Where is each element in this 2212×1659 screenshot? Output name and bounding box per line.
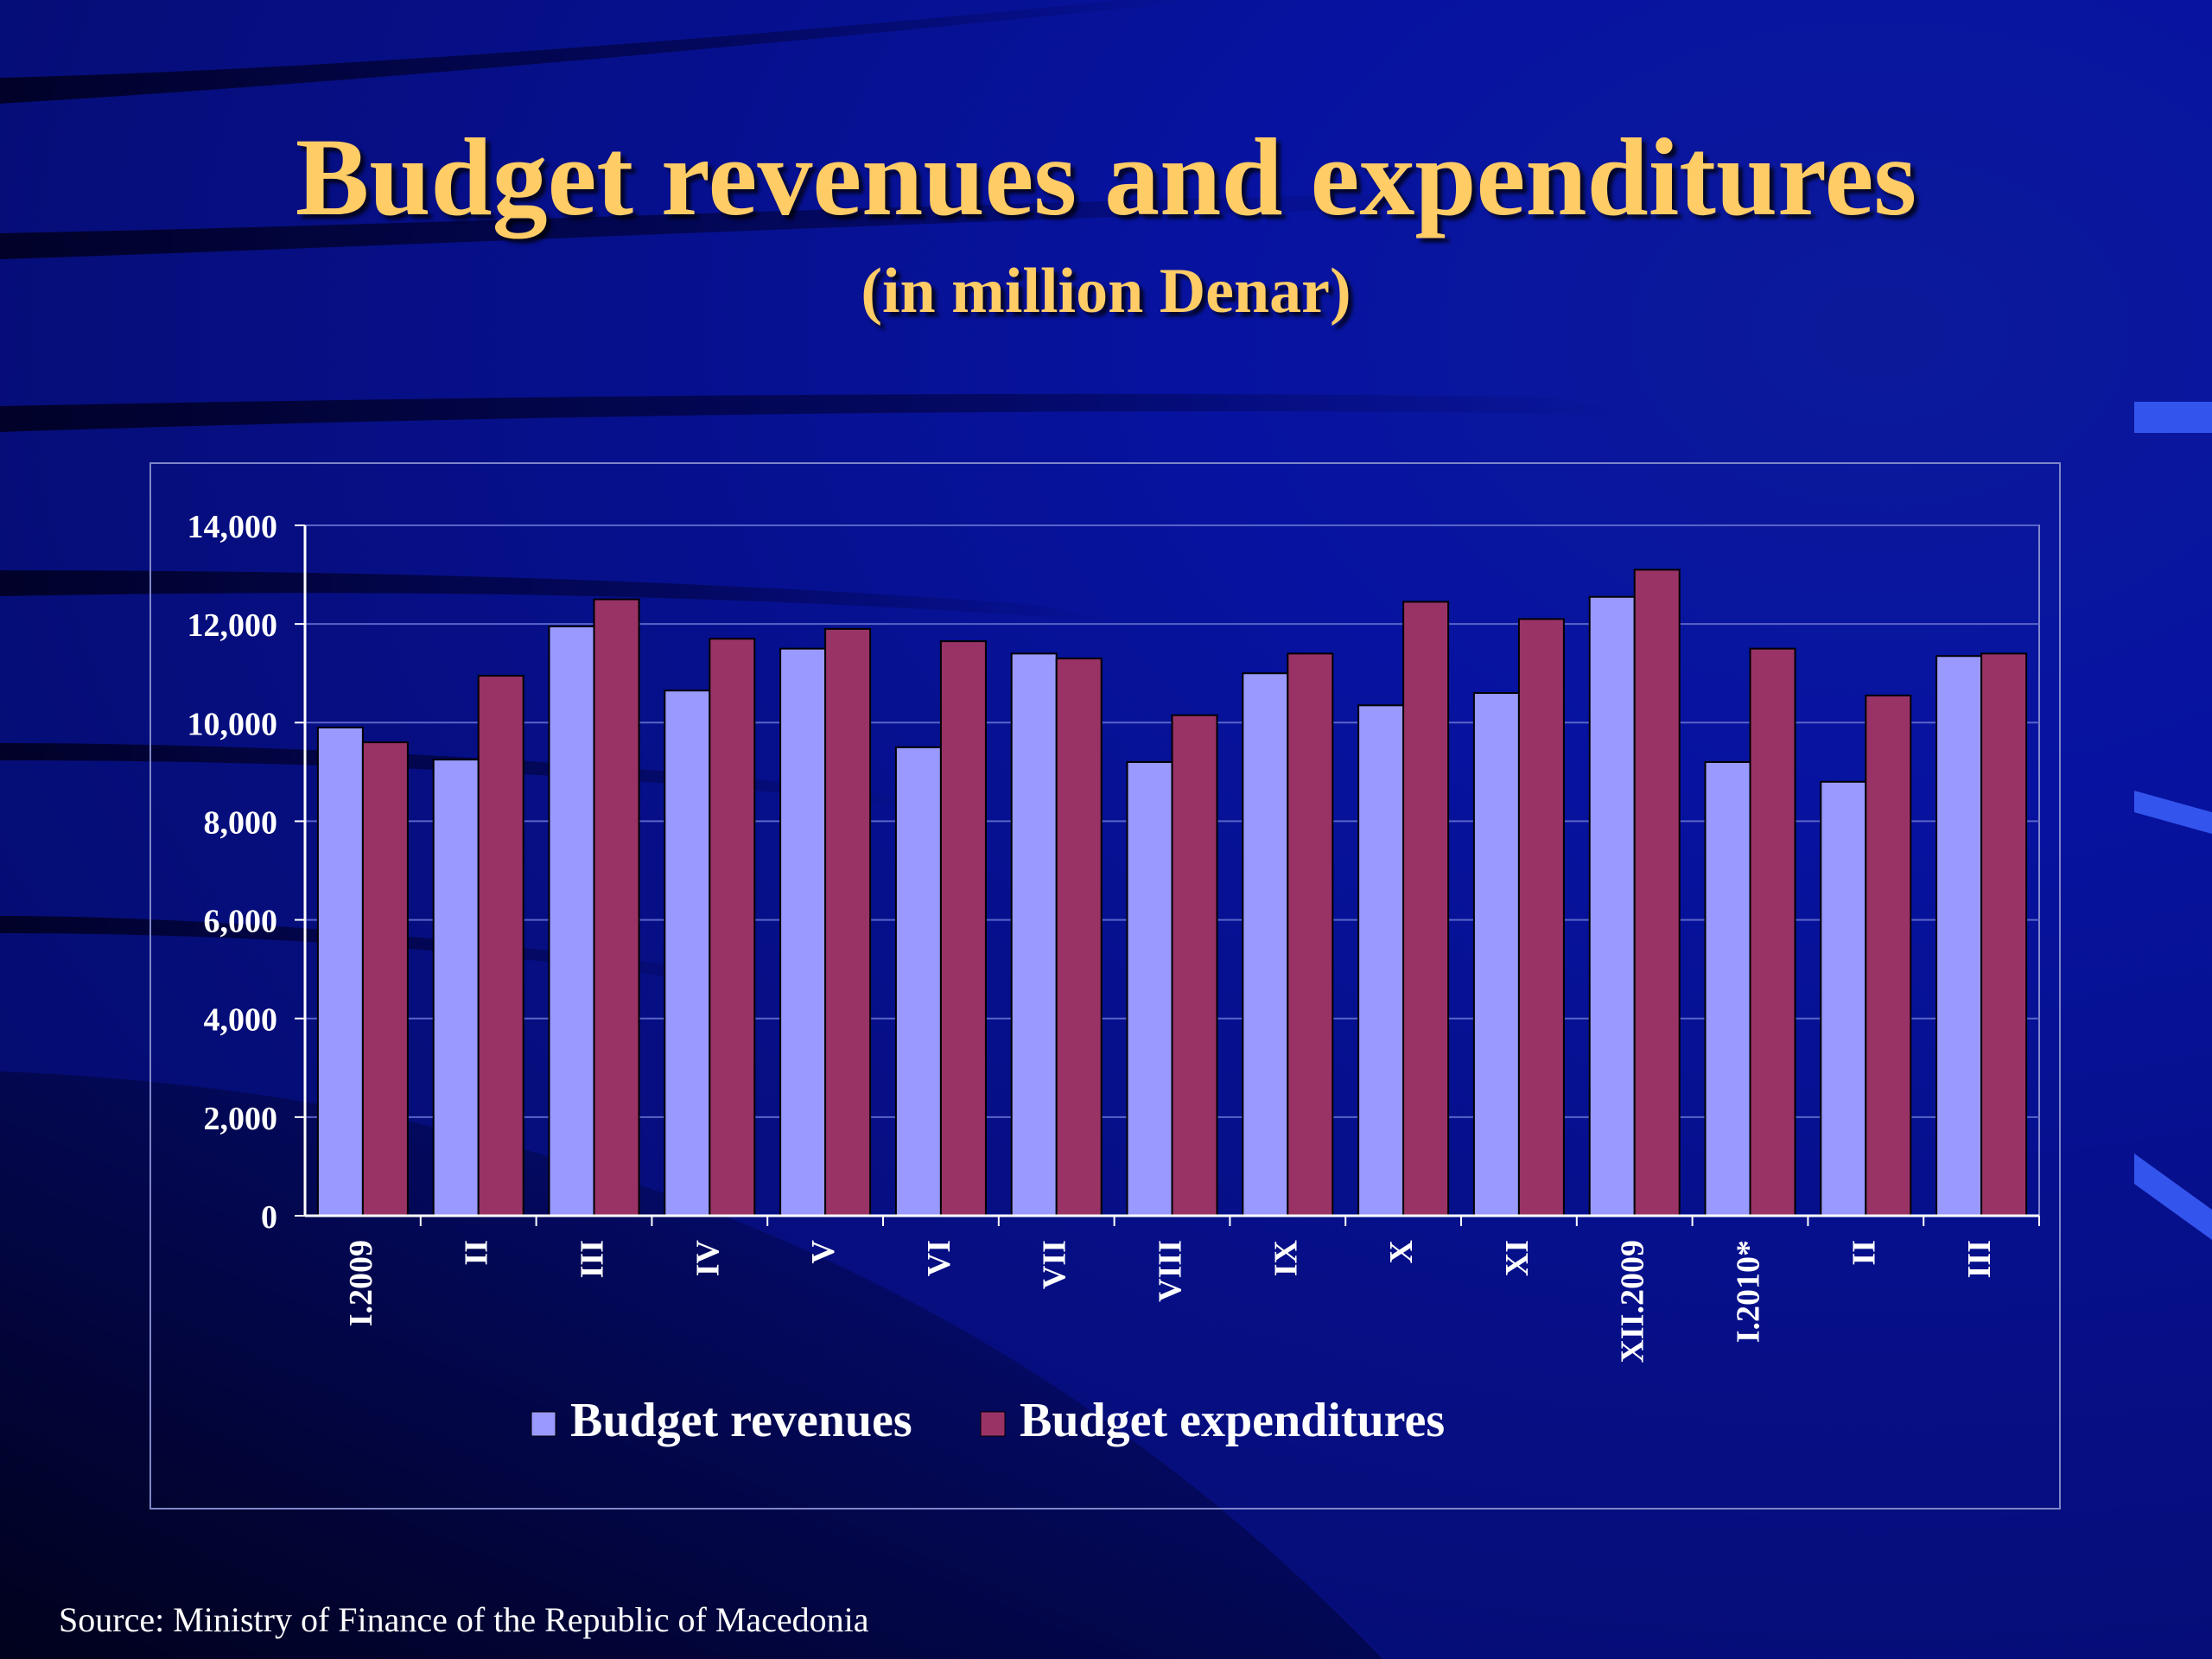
bar-revenues xyxy=(1126,760,1173,1217)
x-tick-label: VI xyxy=(921,1240,957,1276)
x-tick-label: II xyxy=(459,1240,495,1266)
bars xyxy=(316,569,2028,1217)
y-tick-label: 6,000 xyxy=(204,904,278,940)
bar-expenditures xyxy=(1055,658,1103,1217)
x-tick-label: VIII xyxy=(1153,1240,1189,1302)
x-tick-label: V xyxy=(805,1239,842,1263)
bar-revenues xyxy=(548,625,595,1217)
bar-expenditures xyxy=(1633,569,1681,1217)
legend-swatch xyxy=(531,1411,556,1437)
bar-expenditures xyxy=(1402,601,1450,1217)
y-tick-label: 10,000 xyxy=(188,706,278,742)
source-note: Source: Ministry of Finance of the Repub… xyxy=(59,1600,869,1639)
bar-revenues xyxy=(1820,780,1867,1217)
y-tick-label: 14,000 xyxy=(188,509,278,545)
x-tick-label: II xyxy=(1846,1240,1882,1266)
x-tick-label: XII.2009 xyxy=(1615,1240,1651,1363)
legend-label: Budget expenditures xyxy=(1020,1394,1445,1447)
bar-expenditures xyxy=(361,741,409,1217)
y-tick-label: 8,000 xyxy=(204,804,278,841)
legend: Budget revenues Budget expenditures xyxy=(531,1394,1445,1447)
bar-expenditures xyxy=(1980,652,2028,1217)
y-tick-label: 12,000 xyxy=(188,607,278,644)
bar-expenditures xyxy=(1749,647,1796,1217)
bar-revenues xyxy=(779,647,827,1217)
bar-revenues xyxy=(1242,672,1289,1217)
bar-expenditures xyxy=(824,627,872,1217)
bar-expenditures xyxy=(1171,714,1218,1217)
bar-revenues xyxy=(316,726,364,1217)
x-tick-label: I.2010* xyxy=(1731,1240,1767,1343)
bar-revenues xyxy=(432,759,480,1217)
x-tick-label: IV xyxy=(690,1239,726,1276)
bar-revenues xyxy=(894,746,942,1217)
y-tick-label: 2,000 xyxy=(204,1101,278,1137)
bar-revenues xyxy=(1472,692,1520,1217)
page-subtitle: (in million Denar) xyxy=(861,256,1351,327)
page-title: Budget revenues and expenditures xyxy=(295,116,1917,238)
bar-revenues xyxy=(1704,760,1751,1217)
bar-revenues xyxy=(664,690,711,1217)
y-tick-label: 4,000 xyxy=(204,1002,278,1039)
bar-revenues xyxy=(1357,704,1405,1217)
bar-expenditures xyxy=(1517,618,1565,1217)
bar-expenditures xyxy=(1287,652,1334,1217)
bar-expenditures xyxy=(1865,694,1912,1217)
bar-revenues xyxy=(1936,655,1983,1217)
legend-label: Budget revenues xyxy=(570,1394,912,1447)
bar-revenues xyxy=(1010,652,1058,1217)
x-tick-label: III xyxy=(575,1240,611,1278)
bar-expenditures xyxy=(709,638,756,1217)
x-tick-label: IX xyxy=(1268,1240,1304,1276)
legend-swatch xyxy=(980,1411,1006,1437)
chart-frame xyxy=(149,462,2061,1510)
x-tick-label: XI xyxy=(1499,1240,1535,1276)
y-tick-label: 0 xyxy=(261,1199,277,1236)
x-tick-label: X xyxy=(1383,1240,1420,1263)
bar-expenditures xyxy=(593,598,640,1217)
tick-labels: 0 2,000 4,000 6,000 8,000 10,000 12,000 14,000 I… xyxy=(188,509,1999,1363)
bar-expenditures xyxy=(477,675,524,1217)
axes xyxy=(295,524,2040,1226)
x-tick-label: III xyxy=(1961,1240,1998,1278)
x-tick-label: VII xyxy=(1037,1240,1073,1289)
bar-expenditures xyxy=(939,640,987,1217)
x-tick-label: I.2009 xyxy=(343,1240,379,1326)
bar-revenues xyxy=(1588,595,1636,1217)
